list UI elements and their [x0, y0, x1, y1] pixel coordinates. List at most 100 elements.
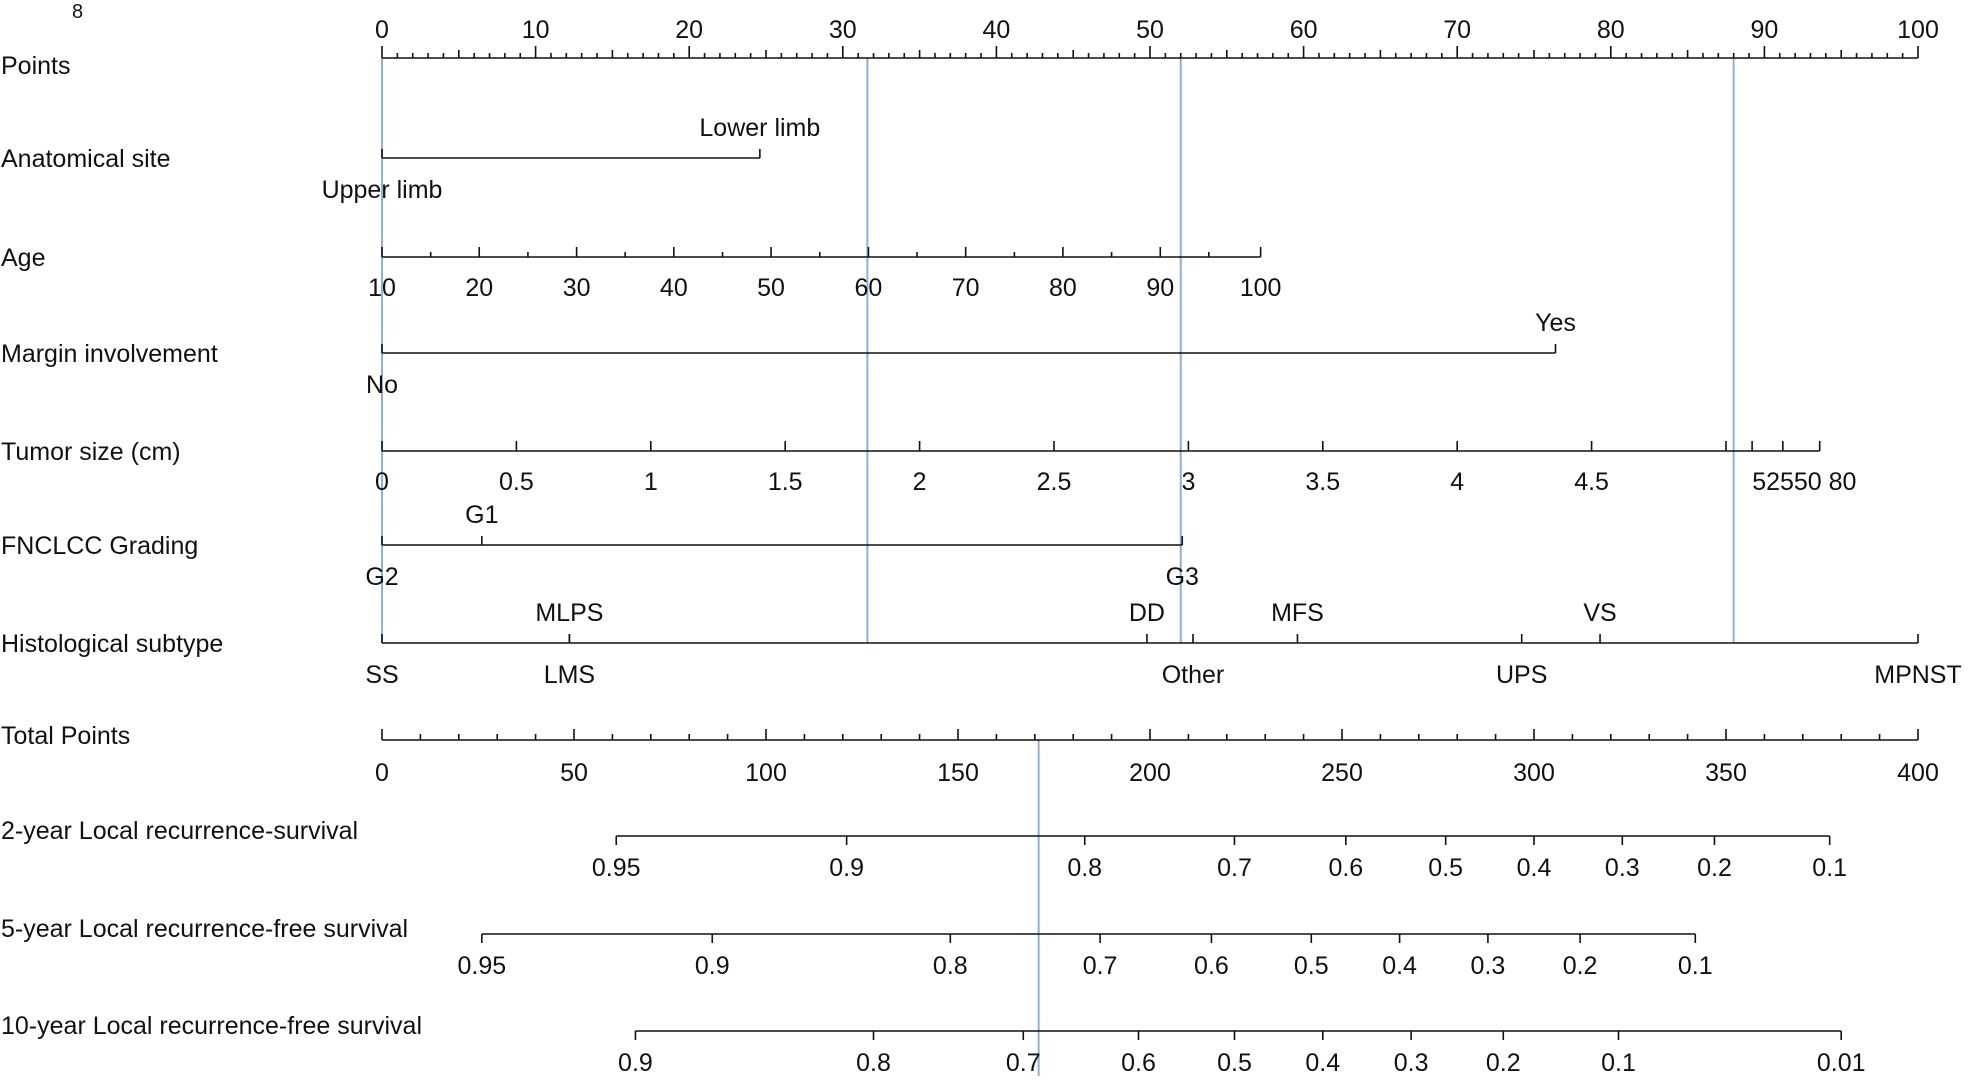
size-tick-label: 2: [913, 468, 927, 496]
total-tick-label: 200: [1129, 759, 1171, 787]
size-tick-label: 4.5: [1574, 468, 1609, 496]
row-label-total-points: Total Points: [1, 722, 130, 750]
lr2-tick-label: 0.95: [592, 854, 641, 882]
points-tick-label: 0: [375, 16, 389, 44]
size-tick-label: 4: [1450, 468, 1464, 496]
total-tick-label: 100: [745, 759, 787, 787]
total-tick-label: 300: [1513, 759, 1555, 787]
row-label-lr5: 5-year Local recurrence-free survival: [1, 915, 408, 943]
lr5-tick-label: 0.6: [1194, 952, 1229, 980]
site-category-label: Upper limb: [322, 176, 443, 204]
lr5-tick-label: 0.1: [1678, 952, 1713, 980]
lr10-tick-label: 0.1: [1601, 1049, 1636, 1077]
lr5-tick-label: 0.4: [1382, 952, 1417, 980]
age-tick-label: 50: [757, 274, 785, 302]
size-tick-label: 3.5: [1305, 468, 1340, 496]
lr10-tick-label: 0.7: [1006, 1049, 1041, 1077]
size-tick-label: 0: [375, 468, 389, 496]
size-tick-label: 3: [1181, 468, 1195, 496]
lr5-tick-label: 0.5: [1294, 952, 1329, 980]
total-tick-label: 400: [1897, 759, 1939, 787]
age-tick-label: 30: [563, 274, 591, 302]
lr2-tick-label: 0.3: [1605, 854, 1640, 882]
row-label-age: Age: [1, 244, 45, 272]
margin-category-label: No: [366, 371, 398, 399]
age-tick-label: 90: [1146, 274, 1174, 302]
lr10-tick-label: 0.2: [1486, 1049, 1521, 1077]
lr2-tick-label: 0.7: [1217, 854, 1252, 882]
lr10-tick-label: 0.4: [1305, 1049, 1340, 1077]
subtype-category-label: Other: [1162, 661, 1225, 689]
size-tick-label: 2.5: [1037, 468, 1072, 496]
size-tick-label: 0.5: [499, 468, 534, 496]
grade-category-label: G3: [1166, 563, 1199, 591]
subtype-category-label: DD: [1129, 599, 1165, 627]
lr5-tick-label: 0.8: [933, 952, 968, 980]
total-tick-label: 350: [1705, 759, 1747, 787]
age-tick-label: 20: [465, 274, 493, 302]
total-tick-label: 250: [1321, 759, 1363, 787]
lr5-tick-label: 0.9: [695, 952, 730, 980]
lr2-tick-label: 0.5: [1428, 854, 1463, 882]
points-tick-label: 80: [1597, 16, 1625, 44]
row-label-margin: Margin involvement: [1, 340, 218, 368]
row-label-lr10: 10-year Local recurrence-free survival: [1, 1012, 422, 1040]
page-number: 8: [72, 1, 83, 23]
age-tick-label: 100: [1240, 274, 1282, 302]
points-tick-label: 100: [1897, 16, 1939, 44]
size-tick-label: 1.5: [768, 468, 803, 496]
lr10-tick-label: 0.6: [1121, 1049, 1156, 1077]
row-label-subtype: Histological subtype: [1, 630, 223, 658]
lr5-tick-label: 0.2: [1563, 952, 1598, 980]
lr10-tick-label: 0.8: [856, 1049, 891, 1077]
row-label-site: Anatomical site: [1, 145, 171, 173]
size-tick-label: 1: [644, 468, 658, 496]
lr10-tick-label: 0.9: [618, 1049, 653, 1077]
lr5-tick-label: 0.7: [1083, 952, 1118, 980]
subtype-category-label: MPNST: [1874, 661, 1962, 689]
points-tick-label: 20: [675, 16, 703, 44]
points-tick-label: 70: [1443, 16, 1471, 44]
lr2-tick-label: 0.2: [1697, 854, 1732, 882]
lr5-tick-label: 0.3: [1471, 952, 1506, 980]
age-tick-label: 70: [952, 274, 980, 302]
grade-category-label: G2: [365, 563, 398, 591]
total-tick-label: 0: [375, 759, 389, 787]
row-label-size: Tumor size (cm): [1, 438, 181, 466]
points-tick-label: 30: [829, 16, 857, 44]
subtype-category-label: SS: [365, 661, 398, 689]
lr2-tick-label: 0.6: [1328, 854, 1363, 882]
lr2-tick-label: 0.1: [1812, 854, 1847, 882]
lr5-tick-label: 0.95: [458, 952, 507, 980]
total-tick-label: 50: [560, 759, 588, 787]
points-tick-label: 40: [982, 16, 1010, 44]
row-label-grade: FNCLCC Grading: [1, 532, 198, 560]
age-tick-label: 60: [855, 274, 883, 302]
subtype-category-label: LMS: [544, 661, 595, 689]
age-tick-label: 80: [1049, 274, 1077, 302]
lr2-tick-label: 0.9: [829, 854, 864, 882]
subtype-category-label: MLPS: [535, 599, 603, 627]
lr10-tick-label: 0.01: [1817, 1049, 1866, 1077]
age-tick-label: 10: [368, 274, 396, 302]
lr2-tick-label: 0.4: [1517, 854, 1552, 882]
row-label-lr2: 2-year Local recurrence-survival: [1, 817, 358, 845]
points-tick-label: 60: [1290, 16, 1318, 44]
row-label-points: Points: [1, 52, 70, 80]
subtype-category-label: VS: [1583, 599, 1616, 627]
site-category-label: Lower limb: [699, 114, 820, 142]
size-tick-label-group: 52550 80: [1752, 468, 1856, 496]
lr2-tick-label: 0.8: [1067, 854, 1102, 882]
margin-category-label: Yes: [1535, 309, 1576, 337]
points-tick-label: 90: [1750, 16, 1778, 44]
subtype-category-label: UPS: [1496, 661, 1547, 689]
points-tick-label: 10: [522, 16, 550, 44]
age-tick-label: 40: [660, 274, 688, 302]
points-tick-label: 50: [1136, 16, 1164, 44]
lr10-tick-label: 0.5: [1217, 1049, 1252, 1077]
total-tick-label: 150: [937, 759, 979, 787]
grade-category-label: G1: [465, 501, 498, 529]
subtype-category-label: MFS: [1271, 599, 1324, 627]
